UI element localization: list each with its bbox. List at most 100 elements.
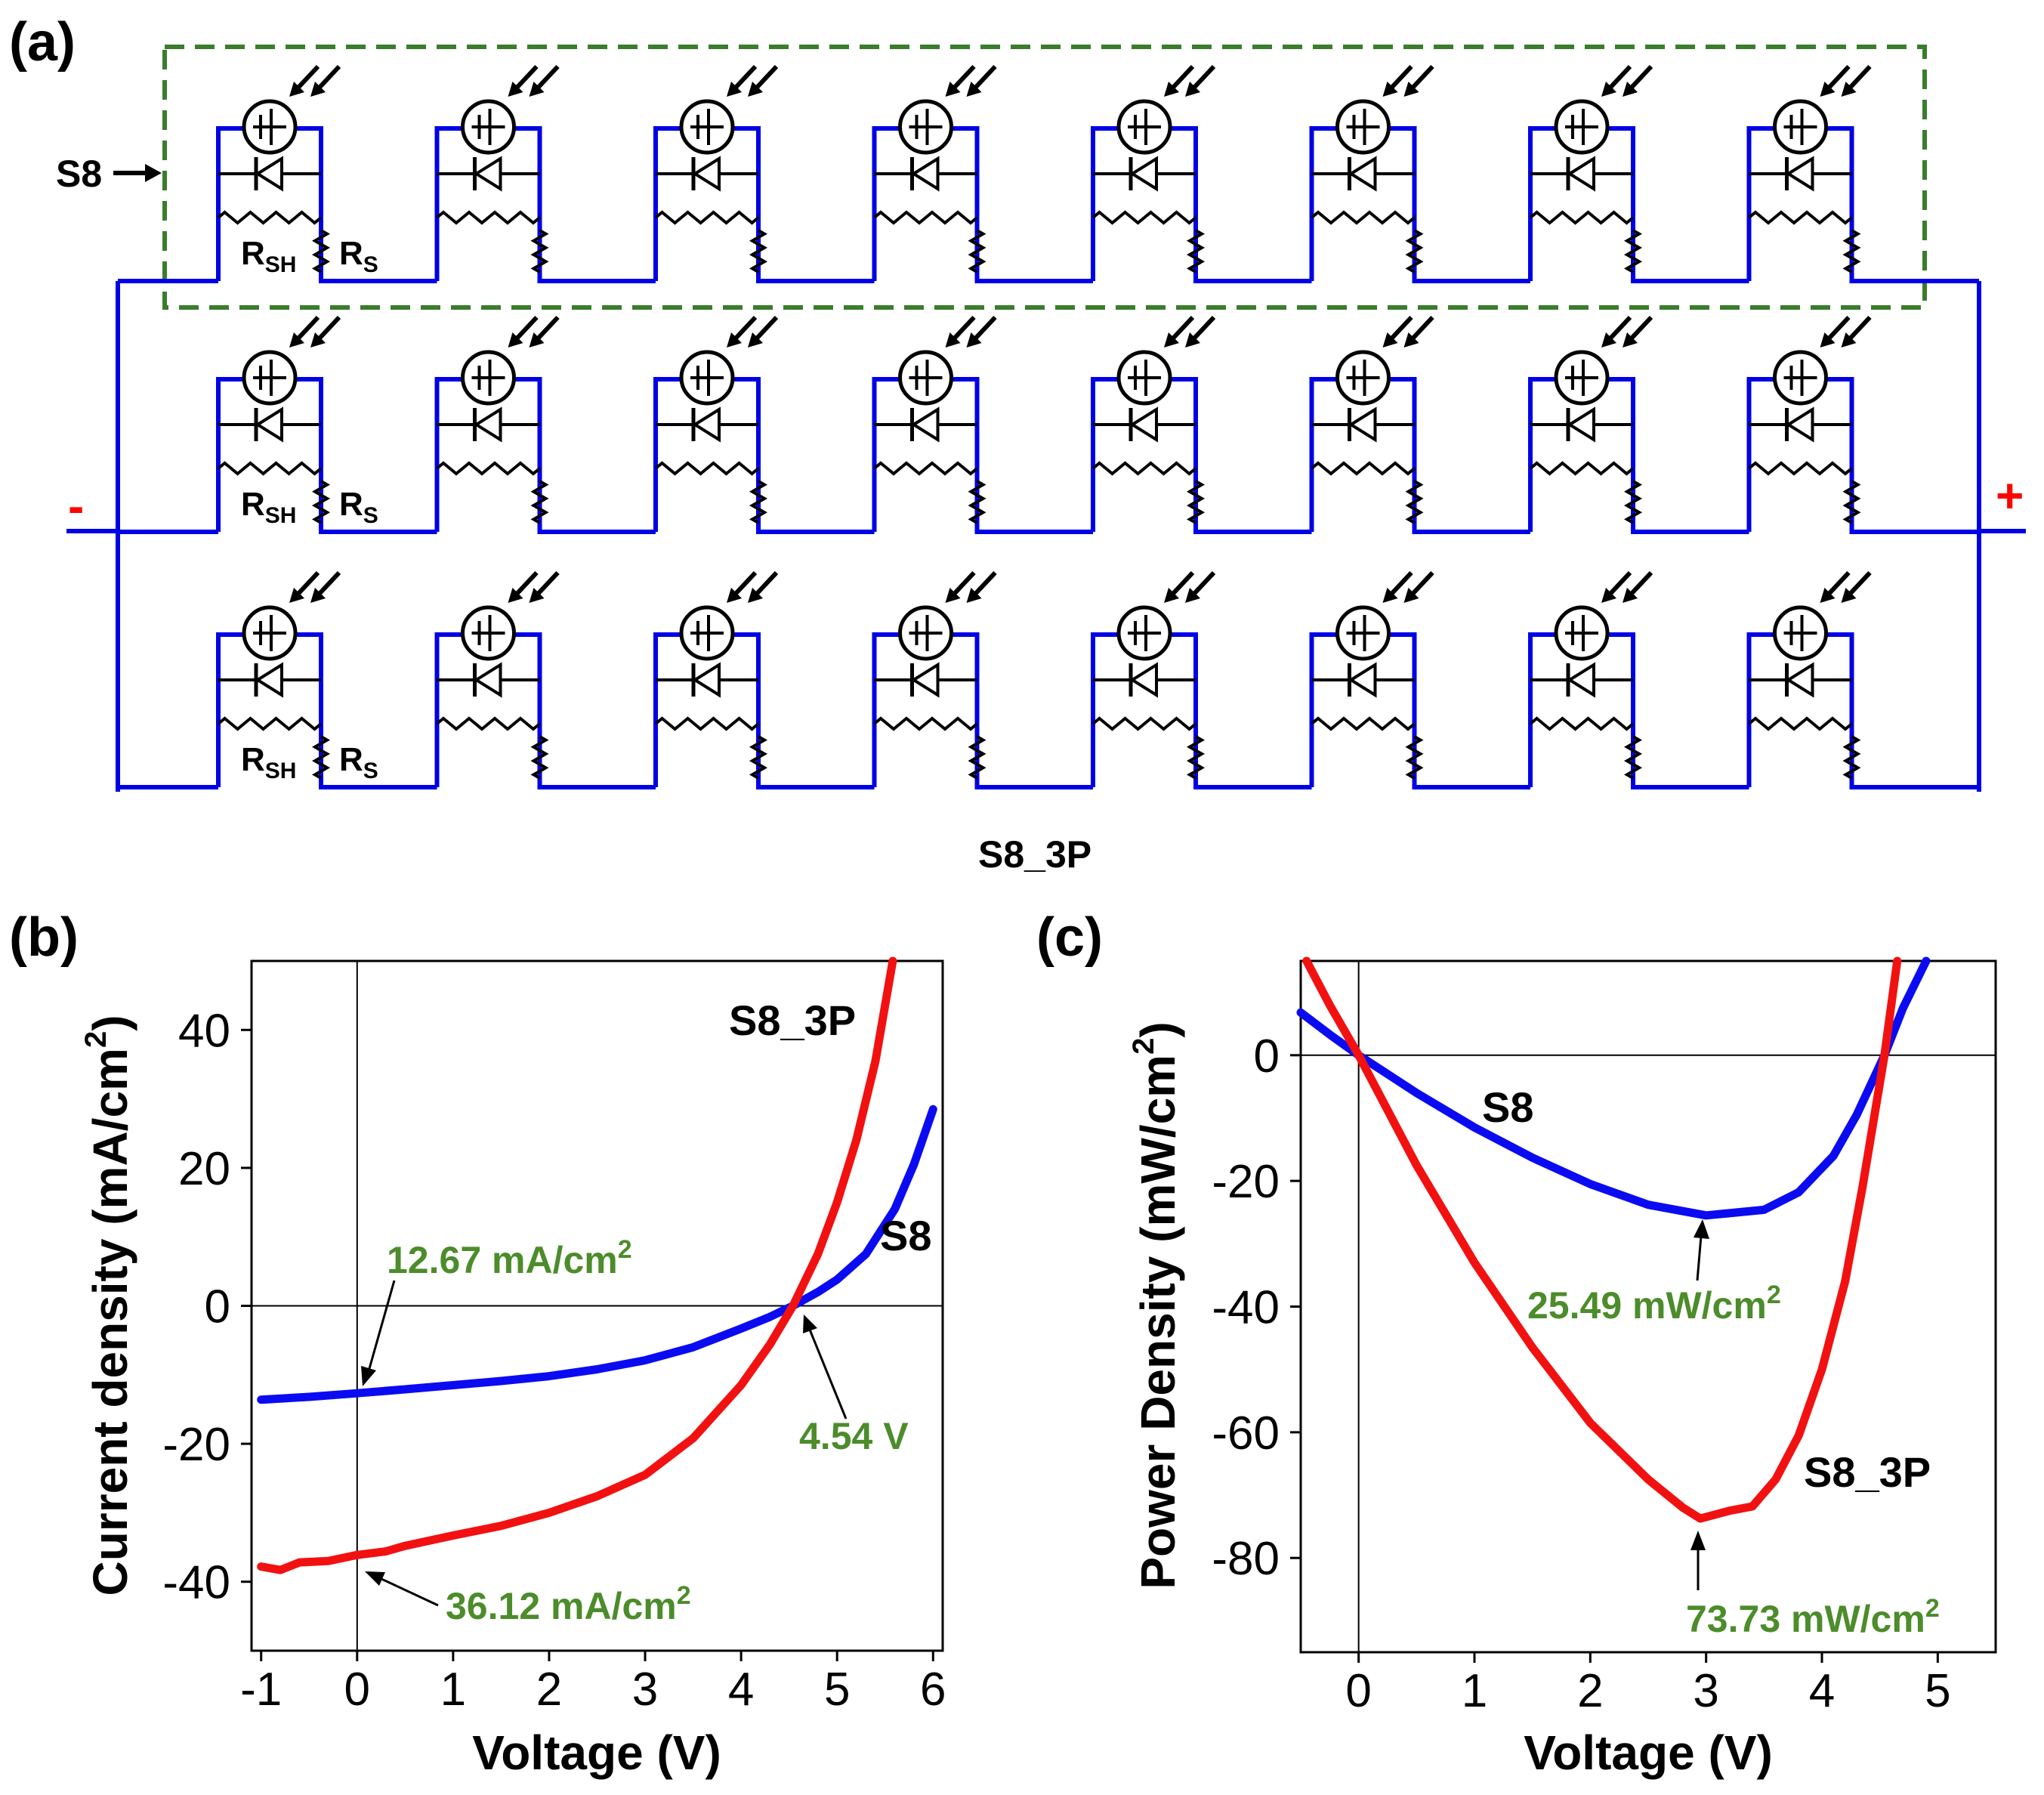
light-arrow-icon — [1387, 315, 1413, 344]
diode-icon — [910, 662, 940, 698]
light-arrow-head-icon — [748, 588, 763, 603]
light-arrow-head-icon — [1841, 82, 1857, 97]
light-arrow-head-icon — [966, 588, 982, 603]
series-resistor-icon — [1623, 229, 1643, 273]
cell-wire — [1746, 632, 1979, 789]
cell-wire — [653, 377, 875, 534]
solar-cell — [872, 64, 1093, 283]
chart-c-curve-label-s8: S8 — [1482, 1083, 1534, 1131]
series-resistor-icon — [968, 480, 986, 524]
series-resistor-icon — [1405, 735, 1424, 780]
cell-wire — [1528, 377, 1749, 534]
light-arrow-icon — [949, 64, 976, 93]
solar-cell — [1309, 315, 1530, 534]
light-arrow-icon — [314, 315, 341, 344]
series-resistor-icon — [530, 480, 549, 524]
shunt-resistor-icon — [436, 461, 541, 476]
series-resistor-icon — [968, 735, 986, 780]
chart-b-x-tick-label: -1 — [240, 1664, 282, 1716]
light-arrow-head-icon — [945, 82, 961, 97]
light-arrow-icon — [533, 64, 560, 93]
chart-c-x-axis-title: Voltage (V) — [1524, 1725, 1773, 1780]
diode-icon — [910, 406, 940, 443]
light-arrow-head-icon — [945, 588, 961, 603]
diode-icon — [255, 662, 283, 698]
shunt-resistor-icon — [1748, 461, 1853, 476]
cell-wire — [1746, 126, 1979, 283]
light-arrow-icon — [1408, 315, 1434, 344]
shunt-resistor-icon — [1748, 210, 1853, 225]
light-arrow-head-icon — [1382, 588, 1398, 603]
light-arrow-head-icon — [1185, 82, 1200, 97]
panel-c-label: (c) — [1036, 907, 1103, 968]
solar-cell — [434, 315, 656, 534]
chart-b-x-tick-label: 1 — [440, 1664, 466, 1716]
cell-wire — [1091, 377, 1312, 534]
shunt-resistor-icon — [1748, 716, 1853, 731]
light-arrow-head-icon — [289, 332, 304, 348]
light-arrow-icon — [730, 315, 758, 344]
diode-icon — [1567, 156, 1595, 192]
light-arrow-head-icon — [1601, 82, 1616, 97]
chart-b-y-tick-label: -20 — [162, 1419, 230, 1471]
shunt-resistor-icon — [217, 716, 323, 731]
light-arrow-icon — [949, 570, 976, 599]
light-arrow-head-icon — [727, 82, 742, 97]
chart-c-x-tick-label: 2 — [1577, 1665, 1603, 1717]
diode-icon — [910, 156, 940, 192]
light-arrow-head-icon — [1164, 332, 1179, 348]
chart-c-y-tick-label: -20 — [1212, 1156, 1280, 1208]
solar-cell — [872, 570, 1093, 789]
light-arrow-head-icon — [289, 82, 304, 97]
light-arrow-icon — [1626, 315, 1653, 344]
series-resistor-icon — [1186, 480, 1206, 524]
solar-cell — [872, 315, 1093, 534]
cell-wire — [216, 632, 437, 789]
light-arrow-head-icon — [310, 332, 326, 348]
light-arrow-icon — [1845, 315, 1872, 344]
light-arrow-icon — [1824, 64, 1851, 93]
shunt-resistor-icon — [1091, 716, 1197, 731]
light-arrow-head-icon — [310, 588, 326, 603]
light-arrow-head-icon — [508, 82, 523, 97]
s8-module-label: S8 — [56, 153, 102, 195]
shunt-resistor-icon — [1091, 210, 1197, 225]
diode-icon — [473, 156, 502, 192]
shunt-resistance-label: RSH — [241, 741, 296, 783]
shunt-resistor-icon — [654, 461, 760, 476]
chart-b-annotation-s8-jsc: 12.67 mA/cm2 — [387, 1235, 632, 1281]
light-arrow-head-icon — [508, 588, 523, 603]
light-arrow-icon — [533, 570, 560, 599]
s8-module-frame — [162, 45, 1927, 310]
solar-cell — [1528, 570, 1749, 789]
light-arrow-icon — [1845, 64, 1872, 93]
chart-b-arrow-voc-icon — [803, 1315, 848, 1420]
light-arrow-head-icon — [945, 332, 961, 348]
diode-icon — [1785, 406, 1814, 443]
light-arrow-icon — [512, 64, 539, 93]
diode-icon — [1348, 662, 1377, 698]
cell-wire — [434, 126, 656, 283]
light-arrow-head-icon — [289, 588, 304, 603]
cell-resistor-labels: RSH RS — [241, 486, 378, 528]
series-resistor-icon — [530, 229, 549, 273]
solar-cell — [1746, 315, 1979, 534]
chart-b-arrow-s8-jsc-icon — [361, 1280, 396, 1386]
chart-b-x-tick-label: 6 — [920, 1664, 946, 1716]
cell-wire — [216, 377, 437, 534]
shunt-resistor-icon — [873, 461, 978, 476]
light-arrow-icon — [293, 570, 320, 599]
light-arrow-icon — [730, 64, 758, 93]
panel-b-label: (b) — [9, 907, 79, 968]
cell-wire — [1746, 377, 1979, 534]
light-arrow-icon — [1408, 570, 1434, 599]
chart-b-x-axis-title: Voltage (V) — [472, 1725, 721, 1780]
light-arrow-icon — [1189, 64, 1216, 93]
light-arrow-head-icon — [529, 332, 545, 348]
chart-c-annotation-s8-pmax: 25.49 mW/cm2 — [1527, 1281, 1781, 1327]
light-arrow-head-icon — [1382, 332, 1398, 348]
chart-c-y-axis-title: Power Density (mW/cm2) — [1127, 1021, 1185, 1589]
light-arrow-icon — [949, 315, 976, 344]
light-arrow-icon — [293, 64, 320, 93]
